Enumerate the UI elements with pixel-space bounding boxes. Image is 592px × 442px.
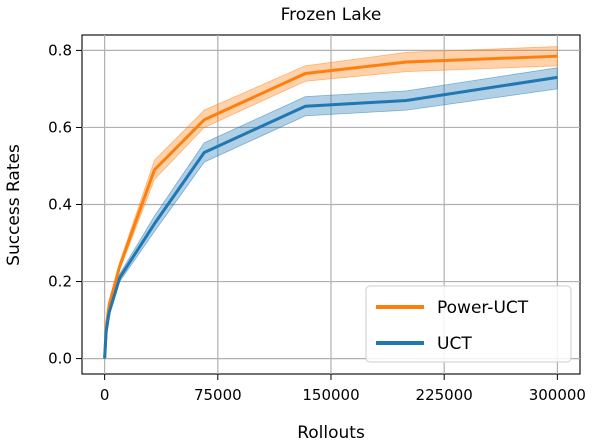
x-tick-label: 225000	[416, 386, 473, 404]
y-tick-label: 0.6	[48, 118, 72, 136]
x-tick-label: 300000	[529, 386, 586, 404]
x-tick-label: 150000	[302, 386, 359, 404]
legend: Power-UCT UCT	[365, 285, 572, 363]
y-tick-label: 0.2	[48, 273, 72, 291]
x-tick-label: 75000	[194, 386, 242, 404]
legend-label-uct: UCT	[437, 334, 472, 354]
x-tick-label: 0	[100, 386, 110, 404]
y-tick-label: 0.8	[48, 41, 72, 59]
axis-ticks: 0 75000 150000 225000 300000 0.0 0.2 0.4 0.6 0.8	[48, 41, 586, 404]
chart-title: Frozen Lake	[281, 5, 382, 25]
y-axis-title: Success Rates	[4, 144, 24, 266]
line-uct	[103, 75, 558, 359]
y-tick-label: 0.4	[48, 196, 72, 214]
legend-label-power-uct: Power-UCT	[437, 298, 529, 318]
series-lines	[103, 54, 558, 359]
y-tick-label: 0.0	[48, 350, 72, 368]
x-axis-title: Rollouts	[297, 423, 365, 442]
